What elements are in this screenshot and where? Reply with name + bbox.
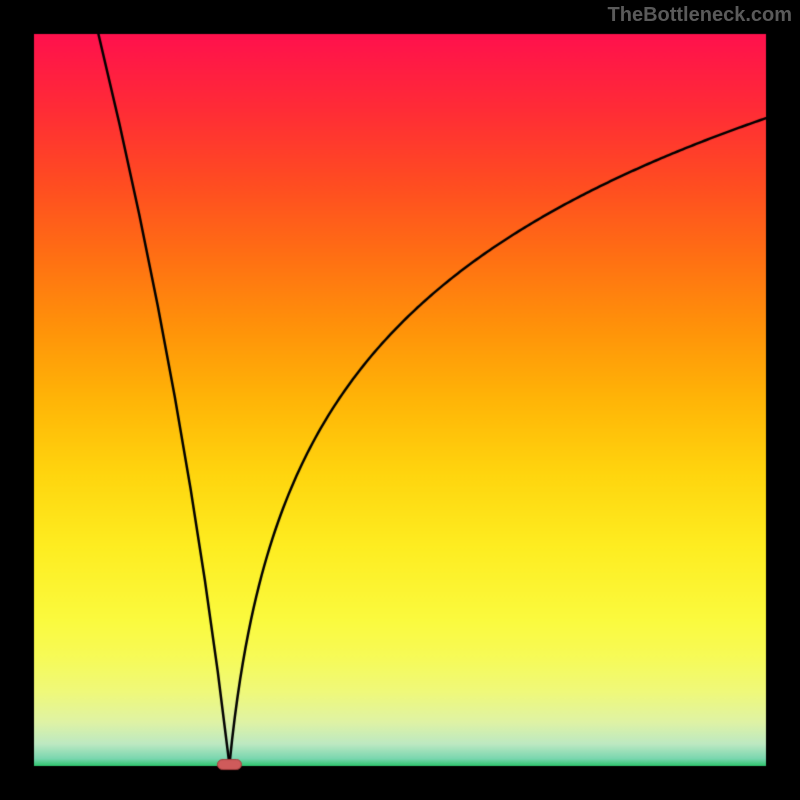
- chart-canvas: [0, 0, 800, 800]
- chart-container: TheBottleneck.com: [0, 0, 800, 800]
- watermark-text: TheBottleneck.com: [608, 4, 792, 27]
